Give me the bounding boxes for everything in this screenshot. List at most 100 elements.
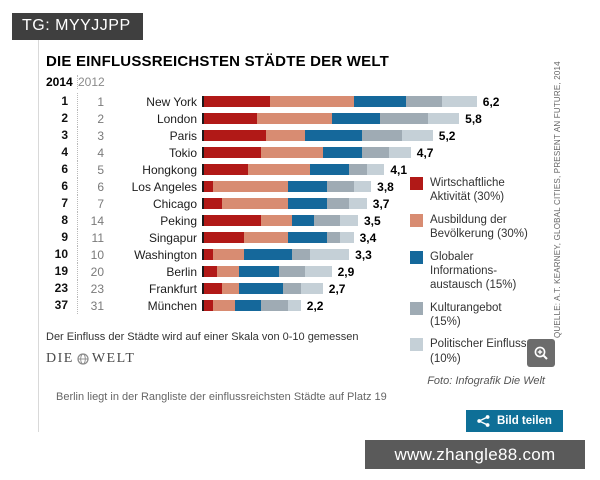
total-value-label: 3,8 xyxy=(377,179,394,194)
city-label: Chicago xyxy=(152,196,197,211)
legend-item: Ausbildung der Bevölkerung (30%) xyxy=(410,213,540,242)
bar-segment xyxy=(291,215,314,226)
tag-overlay: TG: MYYJJPP xyxy=(12,13,143,40)
rank-2014: 10 xyxy=(46,246,78,263)
total-value-label: 3,7 xyxy=(372,196,390,211)
legend-label: Globaler Informations- austausch (15%) xyxy=(430,250,517,292)
bar-segment xyxy=(204,164,248,175)
bar-segment xyxy=(270,96,354,107)
rank-2012: 23 xyxy=(90,281,104,296)
bar-segment xyxy=(212,300,235,311)
chart-row: 6 5 Hongkong 4,1 xyxy=(46,161,499,178)
rank-2014: 6 xyxy=(46,161,78,178)
city-label: Peking xyxy=(160,213,197,228)
rank-2014: 4 xyxy=(46,144,78,161)
bar-segment xyxy=(283,283,301,294)
rank-2012: 31 xyxy=(90,298,104,313)
legend-label: Kulturangebot (15%) xyxy=(430,301,502,328)
bar-segment xyxy=(309,249,350,260)
city-label: Tokio xyxy=(168,145,197,160)
rank-2012: 4 xyxy=(97,145,104,160)
bar-segment xyxy=(261,147,323,158)
total-value-label: 3,4 xyxy=(359,230,377,245)
city-label: New York xyxy=(146,94,197,109)
rank-2012: 11 xyxy=(91,230,104,245)
bar-segment xyxy=(313,215,341,226)
bar-segment xyxy=(340,215,358,226)
stacked-bar xyxy=(202,266,332,277)
rank-2014: 2 xyxy=(46,110,78,127)
bar-segment xyxy=(248,164,310,175)
total-value-label: 5,2 xyxy=(438,128,456,143)
rank-2012: 2 xyxy=(97,111,104,126)
bar-segment xyxy=(204,283,222,294)
watermark-overlay: www.zhangle88.com xyxy=(365,440,585,469)
bar-segment xyxy=(379,113,429,124)
bar-segment xyxy=(327,232,341,243)
bar-segment xyxy=(349,198,367,209)
rank-2014: 19 xyxy=(46,263,78,280)
zoom-button[interactable] xyxy=(527,339,555,367)
rank-2012: 6 xyxy=(97,179,104,194)
bar-segment xyxy=(287,181,328,192)
stacked-bar xyxy=(202,96,477,107)
bar-segment xyxy=(287,300,301,311)
bar-segment xyxy=(305,266,332,277)
chart-title: DIE EINFLUSSREICHSTEN STÄDTE DER WELT xyxy=(46,53,389,70)
bar-segment xyxy=(401,130,433,141)
bar-segment xyxy=(287,198,328,209)
city-label: Washington xyxy=(134,247,197,262)
stacked-bar xyxy=(202,164,385,175)
logo-text-die: DIE xyxy=(46,351,74,366)
stacked-bar xyxy=(202,215,358,226)
chart-row: 19 20 Berlin 2,9 xyxy=(46,263,499,280)
stacked-bar xyxy=(202,232,354,243)
bar-segment xyxy=(243,232,288,243)
bar-segment xyxy=(212,181,288,192)
chart-row: 7 7 Chicago 3,7 xyxy=(46,195,499,212)
die-welt-logo: DIE WELT xyxy=(46,351,135,367)
chart-row: 37 31 München 2,2 xyxy=(46,297,499,314)
total-value-label: 6,2 xyxy=(482,94,500,109)
total-value-label: 2,7 xyxy=(328,281,346,296)
legend-label: Wirtschaftliche Aktivität (30%) xyxy=(430,177,505,204)
rank-2012: 20 xyxy=(90,264,104,279)
total-value-label: 2,2 xyxy=(306,298,324,313)
bar-segment xyxy=(261,215,292,226)
legend-item: Kulturangebot (15%) xyxy=(410,301,540,330)
bar-segment xyxy=(353,96,407,107)
stacked-bar xyxy=(202,249,350,260)
bar-segment xyxy=(204,300,213,311)
chart-row: 9 11 Singapur 3,4 xyxy=(46,229,499,246)
city-label: Hongkong xyxy=(142,162,197,177)
chart-row: 4 4 Tokio 4,7 xyxy=(46,144,499,161)
bar-segment xyxy=(428,113,460,124)
bar-segment xyxy=(362,147,389,158)
chart-row: 1 1 New York 6,2 xyxy=(46,93,499,110)
bar-segment xyxy=(331,113,380,124)
stacked-bar xyxy=(202,147,411,158)
stacked-bar xyxy=(202,130,433,141)
city-label: Los Angeles xyxy=(131,179,197,194)
share-image-button[interactable]: Bild teilen xyxy=(466,410,563,432)
bar-segment xyxy=(204,266,218,277)
rank-2014: 9 xyxy=(46,229,78,246)
bar-segment xyxy=(388,147,411,158)
bar-segment xyxy=(204,147,262,158)
rank-column-headers: 2014 2012 xyxy=(46,74,105,90)
rank-2012: 14 xyxy=(90,213,104,228)
rank-2014: 3 xyxy=(46,127,78,144)
bar-segment xyxy=(327,181,354,192)
header-2014: 2014 xyxy=(46,75,78,89)
chart-row: 8 14 Peking 3,5 xyxy=(46,212,499,229)
bar-segment xyxy=(305,130,363,141)
stacked-bar xyxy=(202,300,301,311)
stacked-bar xyxy=(202,198,367,209)
rank-2012: 7 xyxy=(97,196,104,211)
legend-swatch xyxy=(410,213,423,227)
bar-segment xyxy=(340,232,354,243)
bar-segment xyxy=(234,300,262,311)
bar-segment xyxy=(239,283,284,294)
chart-row: 10 10 Washington 3,3 xyxy=(46,246,499,263)
rank-2012: 1 xyxy=(97,94,104,109)
